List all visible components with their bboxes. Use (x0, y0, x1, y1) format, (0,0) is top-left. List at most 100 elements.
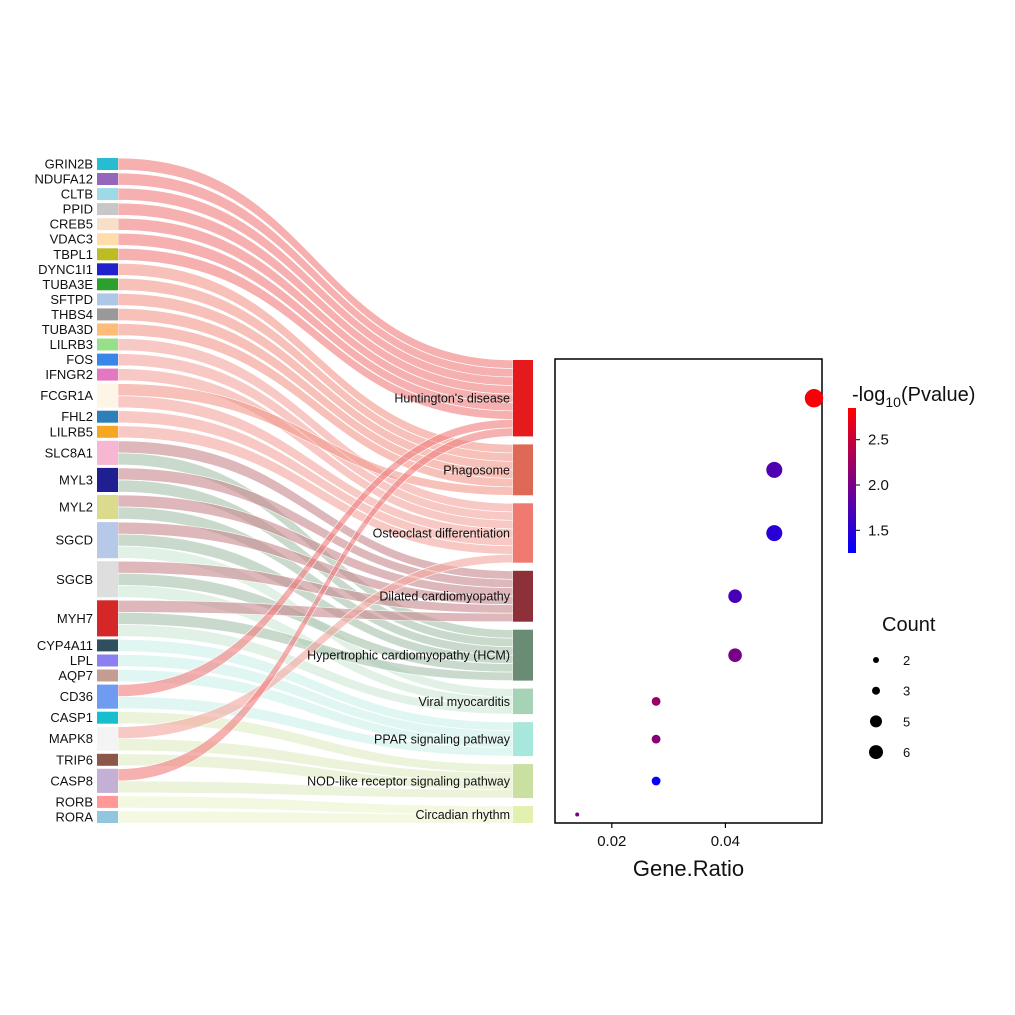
gene-node-myl3 (97, 467, 118, 492)
count-legend-label-2: 2 (903, 653, 910, 668)
gene-label-myl3: MYL3 (59, 472, 93, 487)
gene-label-rorb: RORB (55, 794, 93, 809)
pathway-node-ppar-signaling-pathway (513, 722, 533, 757)
pathway-label-dilated-cardiomyopathy: Dilated cardiomyopathy (379, 590, 510, 604)
gene-label-sgcd: SGCD (55, 533, 93, 548)
color-tick-label-2-5: 2.5 (868, 432, 889, 449)
gene-node-vdac3 (97, 233, 118, 246)
pathway-label-hypertrophic-cardiomyopathy-hcm: Hypertrophic cardiomyopathy (HCM) (307, 649, 510, 663)
gene-label-cd36: CD36 (60, 689, 93, 704)
x-tick-label-0-02: 0.02 (597, 833, 626, 850)
pathway-label-ppar-signaling-pathway: PPAR signaling pathway (374, 733, 511, 747)
gene-label-thbs4: THBS4 (51, 307, 93, 322)
gene-node-cd36 (97, 684, 118, 709)
gene-label-fos: FOS (66, 352, 93, 367)
point-hypertrophic-cardiomyopathy-hcm (728, 648, 742, 662)
gene-label-lpl: LPL (70, 653, 93, 668)
gene-node-cyp4a11 (97, 639, 118, 652)
pathway-node-hypertrophic-cardiomyopathy-hcm (513, 629, 533, 681)
gene-label-casp1: CASP1 (50, 710, 93, 725)
gene-label-tbpl1: TBPL1 (53, 247, 93, 262)
gene-node-thbs4 (97, 308, 118, 321)
gene-node-aqp7 (97, 669, 118, 682)
gene-label-creb5: CREB5 (50, 217, 93, 232)
pathway-label-viral-myocarditis: Viral myocarditis (419, 695, 510, 709)
gene-label-fcgr1a: FCGR1A (40, 388, 93, 403)
gene-node-fhl2 (97, 410, 118, 423)
color-tick-label-2-0: 2.0 (868, 477, 889, 494)
gene-label-rora: RORA (55, 810, 93, 825)
gene-node-tbpl1 (97, 248, 118, 261)
gene-label-sftpd: SFTPD (50, 292, 93, 307)
point-huntington-s-disease (804, 389, 824, 408)
gene-node-mapk8 (97, 726, 118, 751)
gene-label-sgcb: SGCB (56, 572, 93, 587)
count-legend-title: Count (882, 614, 936, 636)
gene-label-myl2: MYL2 (59, 500, 93, 515)
gene-node-ppid (97, 203, 118, 216)
legends: -log10(Pvalue) 1.5 2.0 2.5 Count 2 3 5 6 (848, 384, 975, 760)
gene-node-rorb (97, 795, 118, 808)
sankey-flows (117, 157, 514, 824)
pathway-label-huntington-s-disease: Huntington's disease (394, 392, 510, 406)
point-ppar-signaling-pathway (651, 734, 661, 744)
gene-node-dync1i1 (97, 263, 118, 276)
sankey-nodes: GRIN2BNDUFA12CLTBPPIDCREB5VDAC3TBPL1DYNC… (34, 157, 533, 825)
pathway-node-osteoclast-differentiation (513, 503, 533, 563)
pathway-node-phagosome (513, 444, 533, 496)
count-legend-dot-6 (869, 745, 883, 760)
color-legend-bar (848, 408, 856, 553)
pathway-node-viral-myocarditis (513, 688, 533, 715)
gene-label-vdac3: VDAC3 (50, 232, 93, 247)
pathway-node-huntington-s-disease (513, 360, 533, 437)
gene-label-mapk8: MAPK8 (49, 731, 93, 746)
count-legend-label-6: 6 (903, 745, 910, 760)
pathway-node-nod-like-receptor-signaling-pathway (513, 764, 533, 799)
gene-label-aqp7: AQP7 (58, 668, 93, 683)
gene-label-cltb: CLTB (61, 187, 93, 202)
gene-node-myh7 (97, 600, 118, 637)
point-viral-myocarditis (651, 697, 661, 706)
gene-label-ndufa12: NDUFA12 (34, 172, 93, 187)
gene-node-fos (97, 353, 118, 366)
gene-node-creb5 (97, 218, 118, 231)
pathway-node-circadian-rhythm (513, 806, 533, 823)
gene-node-myl2 (97, 495, 118, 520)
gene-label-trip6: TRIP6 (56, 752, 93, 767)
gene-node-fcgr1a (97, 383, 118, 408)
scatter-frame (554, 358, 823, 824)
gene-node-casp8 (97, 768, 118, 793)
point-osteoclast-differentiation (766, 525, 783, 542)
gene-node-slc8a1 (97, 440, 118, 465)
color-tick-label-1-5: 1.5 (868, 522, 889, 539)
point-nod-like-receptor-signaling-pathway (651, 776, 661, 786)
gene-node-sftpd (97, 293, 118, 306)
gene-node-ifngr2 (97, 368, 118, 381)
x-tick-label-0-04: 0.04 (711, 833, 740, 850)
gene-node-tuba3d (97, 323, 118, 336)
gene-node-lilrb3 (97, 338, 118, 351)
x-axis-title: Gene.Ratio (633, 856, 744, 881)
gene-label-fhl2: FHL2 (61, 409, 93, 424)
count-legend-dot-5 (870, 715, 882, 728)
count-legend-dot-2 (873, 657, 879, 663)
gene-label-ppid: PPID (63, 202, 93, 217)
pathway-label-nod-like-receptor-signaling-pathway: NOD-like receptor signaling pathway (307, 775, 511, 789)
gene-node-tuba3e (97, 278, 118, 291)
gene-node-ndufa12 (97, 173, 118, 185)
point-phagosome (766, 461, 783, 478)
pathway-label-phagosome: Phagosome (443, 463, 510, 477)
gene-node-trip6 (97, 753, 118, 766)
gene-label-dync1i1: DYNC1I1 (38, 262, 93, 277)
gene-node-cltb (97, 188, 118, 201)
count-legend-label-3: 3 (903, 684, 910, 699)
gene-label-cyp4a11: CYP4A11 (37, 638, 93, 653)
gene-node-sgcb (97, 561, 118, 598)
color-legend-title: -log10(Pvalue) (852, 384, 975, 410)
point-circadian-rhythm (575, 812, 580, 817)
gene-label-grin2b: GRIN2B (45, 157, 93, 172)
pathway-node-dilated-cardiomyopathy (513, 570, 533, 622)
pathway-label-osteoclast-differentiation: Osteoclast differentiation (373, 527, 510, 541)
gene-node-casp1 (97, 711, 118, 724)
